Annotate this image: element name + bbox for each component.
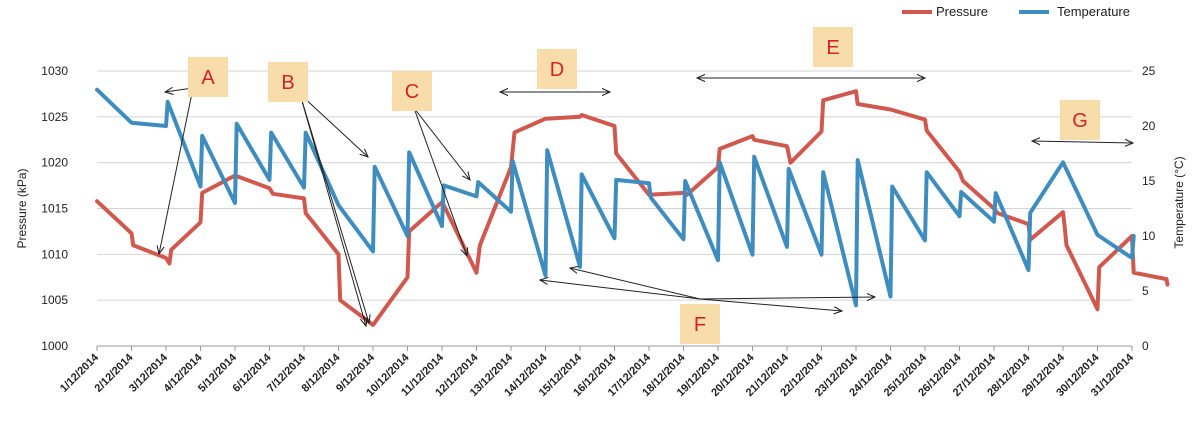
left-tick-label: 1030 — [41, 64, 68, 78]
annotation-arrow — [299, 93, 368, 157]
right-tick-label: 10 — [1142, 229, 1156, 243]
left-axis-title: Pressure (kPa) — [15, 168, 29, 248]
annotation-box-e — [813, 27, 853, 67]
annotation-label-c: C — [405, 81, 419, 103]
annotations: A B C D E F G — [159, 27, 1133, 344]
series-lines — [95, 87, 1170, 327]
annotation-box-g — [1060, 100, 1100, 140]
left-tick-label: 1010 — [41, 247, 68, 261]
annotation-label-f: F — [694, 314, 706, 336]
legend: Pressure Temperature — [902, 4, 1130, 19]
annotation-arrow — [540, 280, 701, 300]
left-tick-label: 1005 — [41, 293, 68, 307]
right-axis-title: Temperature (°C) — [1172, 156, 1186, 248]
left-tick-label: 1025 — [41, 110, 68, 124]
annotation-arrow — [1032, 141, 1133, 143]
right-tick-label: 0 — [1142, 339, 1149, 353]
annotation-arrow — [159, 87, 194, 254]
annotation-arrow — [413, 107, 470, 180]
annotation-box-c — [392, 71, 432, 111]
annotation-arrow — [299, 93, 369, 323]
left-tick-label: 1015 — [41, 202, 68, 216]
left-tick-label: 1000 — [41, 339, 68, 353]
legend-label-temperature: Temperature — [1057, 4, 1130, 19]
legend-label-pressure: Pressure — [936, 4, 988, 19]
right-tick-label: 15 — [1142, 174, 1156, 188]
annotation-arrow — [413, 107, 467, 256]
annotation-label-b: B — [281, 72, 294, 94]
right-tick-label: 20 — [1142, 119, 1156, 133]
annotation-label-d: D — [550, 59, 564, 81]
annotation-box-a — [188, 57, 228, 97]
annotation-label-g: G — [1072, 110, 1088, 132]
annotation-label-e: E — [826, 37, 839, 59]
annotation-arrow — [299, 93, 366, 326]
annotation-box-d — [537, 49, 577, 89]
right-tick-label: 5 — [1142, 284, 1149, 298]
right-tick-label: 25 — [1142, 64, 1156, 78]
temperature-series-line — [95, 87, 1136, 308]
annotation-arrow — [699, 297, 875, 299]
left-tick-label: 1020 — [41, 156, 68, 170]
annotation-label-a: A — [201, 67, 215, 89]
annotation-arrow — [699, 298, 842, 311]
annotation-box-b — [268, 62, 308, 102]
annotation-arrow — [570, 268, 701, 300]
annotation-box-f — [680, 304, 720, 344]
